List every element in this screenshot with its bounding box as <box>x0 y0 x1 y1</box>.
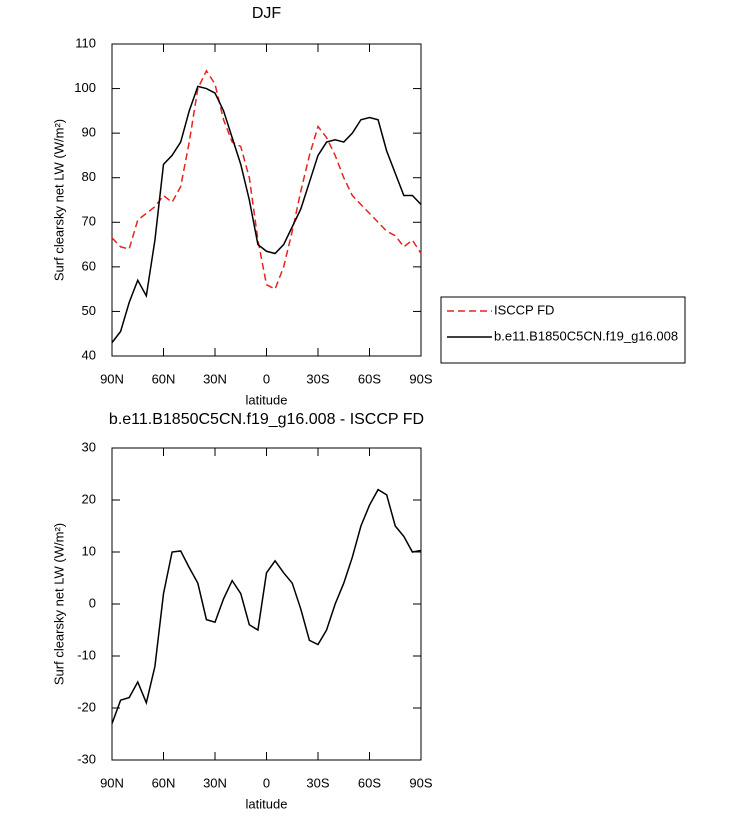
x-tick-label: 60S <box>358 775 381 790</box>
x-tick-label: 90S <box>409 775 432 790</box>
x-tick-label: 60N <box>152 775 176 790</box>
data-line <box>111 85 422 344</box>
x-tick-label: 0 <box>263 371 270 386</box>
legend-box <box>440 296 686 364</box>
legend-label: ISCCP FD <box>494 302 554 317</box>
x-tick-label: 30S <box>306 775 329 790</box>
x-tick-label: 30N <box>203 371 227 386</box>
y-tick-label: -30 <box>77 751 96 766</box>
x-tick-label: 90N <box>100 775 124 790</box>
x-tick-label: 60N <box>152 371 176 386</box>
legend-label: b.e11.B1850C5CN.f19_g16.008 <box>494 328 678 343</box>
x-tick-label: 0 <box>263 775 270 790</box>
y-axis-label: Surf clearsky net LW (W/m²) <box>51 523 66 685</box>
y-tick-label: 90 <box>82 125 96 140</box>
x-tick-label: 90S <box>409 371 432 386</box>
plot-frame <box>111 43 422 357</box>
data-line <box>111 488 422 724</box>
x-axis-label: latitude <box>246 796 288 811</box>
y-tick-label: 60 <box>82 258 96 273</box>
chart-title: b.e11.B1850C5CN.f19_g16.008 - ISCCP FD <box>109 411 424 428</box>
y-tick-label: 80 <box>82 169 96 184</box>
x-tick-label: 30S <box>306 371 329 386</box>
y-tick-label: 70 <box>82 214 96 229</box>
y-tick-label: -10 <box>77 647 96 662</box>
y-tick-label: 100 <box>74 80 96 95</box>
x-tick-label: 60S <box>358 371 381 386</box>
y-tick-label: 40 <box>82 347 96 362</box>
y-tick-label: 0 <box>89 595 96 610</box>
chart-title: DJF <box>252 5 282 22</box>
y-tick-label: -20 <box>77 699 96 714</box>
y-tick-label: 110 <box>75 35 96 50</box>
x-axis-label: latitude <box>246 392 288 407</box>
y-axis-label: Surf clearsky net LW (W/m²) <box>51 119 66 281</box>
y-tick-label: 10 <box>82 543 96 558</box>
data-line <box>111 69 422 291</box>
x-tick-label: 90N <box>100 371 124 386</box>
y-tick-label: 50 <box>82 303 96 318</box>
y-tick-label: 30 <box>82 439 96 454</box>
y-tick-label: 20 <box>82 491 96 506</box>
x-tick-label: 30N <box>203 775 227 790</box>
